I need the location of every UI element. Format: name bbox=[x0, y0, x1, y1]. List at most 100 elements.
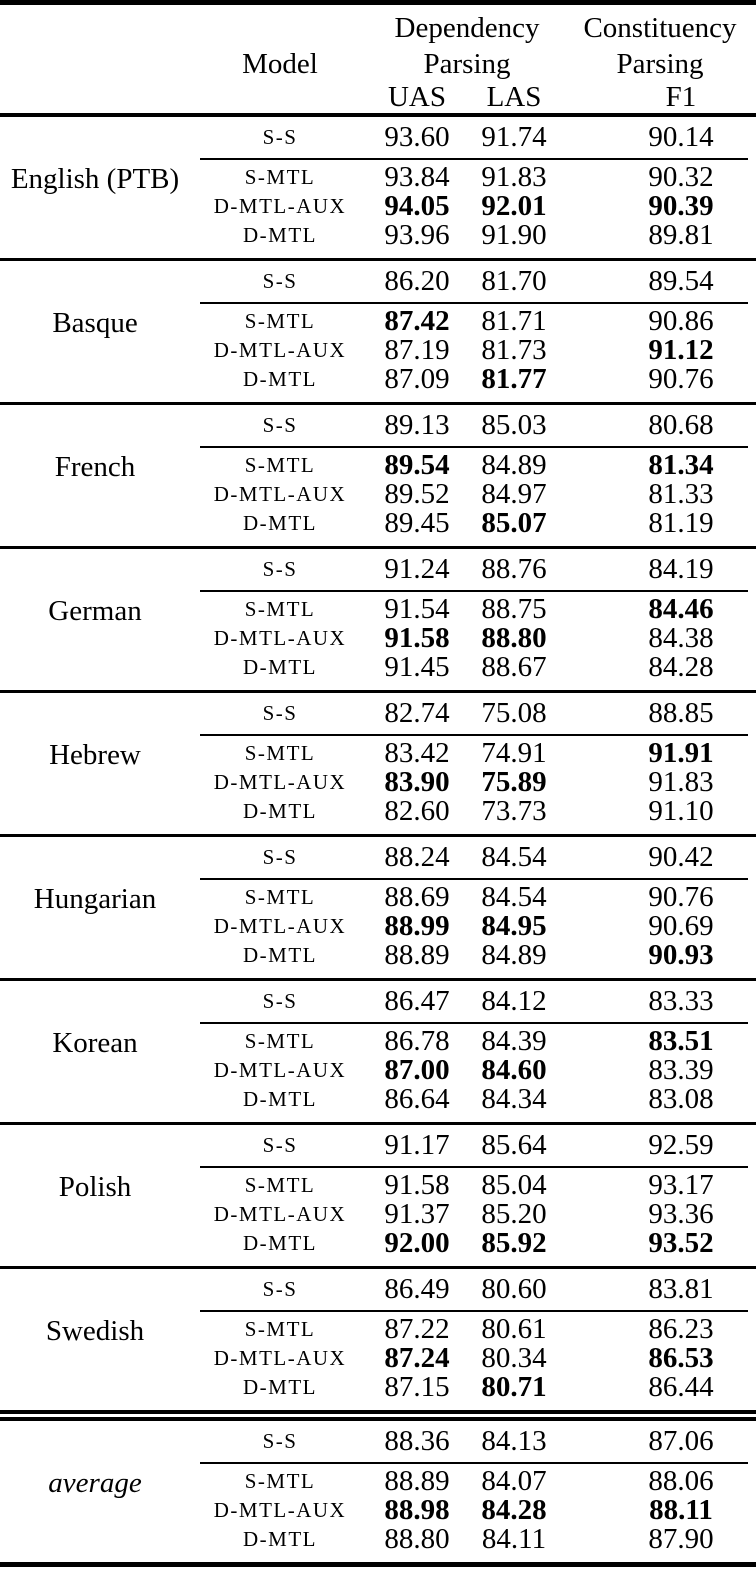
f1-value: 80.68 bbox=[648, 409, 714, 441]
model-label: D-MTL-AUX bbox=[213, 1346, 347, 1370]
f1-value: 93.52 bbox=[648, 1227, 714, 1259]
mtl-rows: S-MTL 88.89 84.07 88.06 D-MTL-AUX 88.98 84.28 8… bbox=[190, 1464, 756, 1562]
model-label: S-S bbox=[262, 269, 298, 293]
uas-value: 89.45 bbox=[384, 507, 450, 539]
model-label: S-S bbox=[262, 845, 298, 869]
mtl-rows: S-MTL 86.78 84.39 83.51 D-MTL-AUX 87.00 84.60 8… bbox=[190, 1024, 756, 1122]
language-label: average bbox=[48, 1467, 142, 1499]
f1-value: 84.46 bbox=[648, 593, 714, 625]
group-polish: Polish S-S 91.17 85.64 92.59 S-MTL 91.58 85.04 9… bbox=[0, 1125, 756, 1266]
model-label: S-S bbox=[262, 125, 298, 149]
f1-value: 86.44 bbox=[648, 1371, 714, 1403]
baseline-separator-rule bbox=[200, 1022, 748, 1024]
model-label: D-MTL-AUX bbox=[213, 1058, 347, 1082]
f1-value: 90.69 bbox=[648, 910, 714, 942]
table-row: S-MTL 91.54 88.75 84.46 bbox=[190, 595, 756, 624]
table-row: S-MTL 88.69 84.54 90.76 bbox=[190, 883, 756, 912]
table-row: D-MTL-AUX 87.00 84.60 83.39 bbox=[190, 1056, 756, 1085]
model-label: D-MTL-AUX bbox=[213, 338, 347, 362]
model-label: S-MTL bbox=[244, 165, 316, 189]
header-rule bbox=[0, 113, 756, 117]
model-label: S-MTL bbox=[244, 1469, 316, 1493]
baseline-row-wrap: S-S 82.74 75.08 88.85 bbox=[190, 693, 756, 734]
baseline-row-wrap: S-S 89.13 85.03 80.68 bbox=[190, 405, 756, 446]
group-korean: Korean S-S 86.47 84.12 83.33 S-MTL 86.78 84.39 8… bbox=[0, 981, 756, 1122]
group-rows: S-S 88.24 84.54 90.42 S-MTL 88.69 84.54 90.76 D-… bbox=[190, 837, 756, 978]
table-row: D-MTL-AUX 83.90 75.89 91.83 bbox=[190, 768, 756, 797]
uas-value: 88.80 bbox=[384, 1523, 450, 1555]
table-row: S-S 93.60 91.74 90.14 bbox=[190, 117, 756, 158]
baseline-row-wrap: S-S 88.36 84.13 87.06 bbox=[190, 1421, 756, 1462]
f1-value: 86.53 bbox=[648, 1342, 714, 1374]
language-label: Polish bbox=[58, 1171, 132, 1203]
mtl-rows: S-MTL 93.84 91.83 90.32 D-MTL-AUX 94.05 92.01 9… bbox=[190, 160, 756, 258]
column-header-f1: F1 bbox=[665, 81, 697, 113]
table-row: D-MTL-AUX 87.19 81.73 91.12 bbox=[190, 336, 756, 365]
group-separator-rule bbox=[0, 834, 756, 837]
f1-value: 83.39 bbox=[648, 1054, 714, 1086]
table-row: D-MTL 86.64 84.34 83.08 bbox=[190, 1085, 756, 1114]
las-value: 81.71 bbox=[481, 305, 547, 337]
f1-value: 83.08 bbox=[648, 1083, 714, 1115]
las-value: 80.60 bbox=[481, 1273, 547, 1305]
uas-value: 88.99 bbox=[384, 910, 450, 942]
dependency-parsing-header: Dependency bbox=[394, 12, 540, 44]
mtl-rows: S-MTL 89.54 84.89 81.34 D-MTL-AUX 89.52 84.97 8… bbox=[190, 448, 756, 546]
las-value: 81.77 bbox=[481, 363, 547, 395]
table-row: D-MTL-AUX 87.24 80.34 86.53 bbox=[190, 1344, 756, 1373]
las-value: 80.71 bbox=[481, 1371, 547, 1403]
model-label: D-MTL bbox=[243, 1231, 317, 1255]
model-label: D-MTL bbox=[243, 511, 317, 535]
table-row: S-S 91.17 85.64 92.59 bbox=[190, 1125, 756, 1166]
uas-value: 94.05 bbox=[384, 190, 450, 222]
f1-value: 89.54 bbox=[648, 265, 714, 297]
uas-value: 88.89 bbox=[384, 939, 450, 971]
column-header-model: Model bbox=[242, 48, 318, 80]
f1-value: 89.81 bbox=[648, 219, 714, 251]
las-value: 84.28 bbox=[481, 1494, 547, 1526]
uas-value: 82.60 bbox=[384, 795, 450, 827]
uas-value: 87.24 bbox=[384, 1342, 450, 1374]
group-basque: Basque S-S 86.20 81.70 89.54 S-MTL 87.42 81.71 9… bbox=[0, 261, 756, 402]
table-row: D-MTL 93.96 91.90 89.81 bbox=[190, 221, 756, 250]
group-rows: S-S 88.36 84.13 87.06 S-MTL 88.89 84.07 88.06 D-… bbox=[190, 1421, 756, 1562]
table-row: S-S 86.20 81.70 89.54 bbox=[190, 261, 756, 302]
model-label: S-S bbox=[262, 413, 298, 437]
uas-value: 93.96 bbox=[384, 219, 450, 251]
header-spacer bbox=[0, 9, 190, 47]
model-label: D-MTL-AUX bbox=[213, 194, 347, 218]
table-row: S-MTL 89.54 84.89 81.34 bbox=[190, 451, 756, 480]
f1-value: 91.10 bbox=[648, 795, 714, 827]
model-label: D-MTL-AUX bbox=[213, 914, 347, 938]
model-label: S-MTL bbox=[244, 1317, 316, 1341]
baseline-row-wrap: S-S 86.47 84.12 83.33 bbox=[190, 981, 756, 1022]
uas-value: 87.09 bbox=[384, 363, 450, 395]
las-value: 85.03 bbox=[481, 409, 547, 441]
table-row: S-MTL 87.42 81.71 90.86 bbox=[190, 307, 756, 336]
table-row: S-S 88.24 84.54 90.42 bbox=[190, 837, 756, 878]
las-value: 74.91 bbox=[481, 737, 547, 769]
uas-value: 87.42 bbox=[384, 305, 450, 337]
las-value: 84.60 bbox=[481, 1054, 547, 1086]
bottom-rule bbox=[0, 1562, 756, 1567]
table-row: S-S 91.24 88.76 84.19 bbox=[190, 549, 756, 590]
f1-value: 81.33 bbox=[648, 478, 714, 510]
las-value: 92.01 bbox=[481, 190, 547, 222]
mtl-rows: S-MTL 87.22 80.61 86.23 D-MTL-AUX 87.24 80.34 8… bbox=[190, 1312, 756, 1410]
group-rows: S-S 86.47 84.12 83.33 S-MTL 86.78 84.39 83.51 D-… bbox=[190, 981, 756, 1122]
uas-value: 87.19 bbox=[384, 334, 450, 366]
group-rows: S-S 86.49 80.60 83.81 S-MTL 87.22 80.61 86.23 D-… bbox=[190, 1269, 756, 1410]
f1-value: 90.39 bbox=[648, 190, 714, 222]
mtl-rows: S-MTL 88.69 84.54 90.76 D-MTL-AUX 88.99 84.95 9… bbox=[190, 880, 756, 978]
header-line-1: Dependency Constituency bbox=[0, 9, 756, 47]
table-row: S-S 88.36 84.13 87.06 bbox=[190, 1421, 756, 1462]
table-row: D-MTL-AUX 89.52 84.97 81.33 bbox=[190, 480, 756, 509]
table-row: S-S 86.49 80.60 83.81 bbox=[190, 1269, 756, 1310]
uas-value: 83.90 bbox=[384, 766, 450, 798]
f1-value: 83.33 bbox=[648, 985, 714, 1017]
language-label: English (PTB) bbox=[10, 163, 180, 195]
top-rule bbox=[0, 0, 756, 5]
las-value: 88.67 bbox=[481, 651, 547, 683]
las-value: 80.61 bbox=[481, 1313, 547, 1345]
model-label: S-MTL bbox=[244, 309, 316, 333]
